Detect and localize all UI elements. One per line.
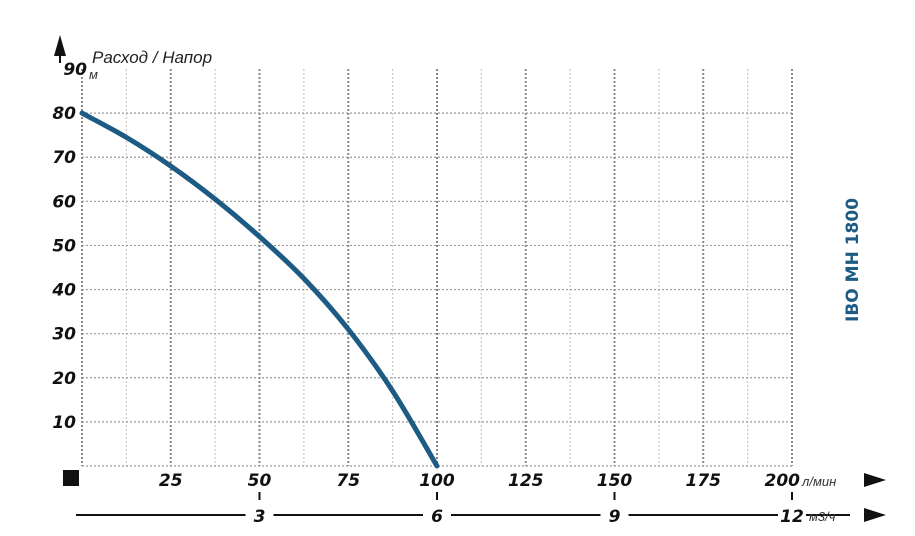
x-axis-ticks: 25 50 75 100 125 150 175 200 bbox=[159, 471, 800, 491]
secondary-tick-label: 3 bbox=[254, 507, 266, 527]
secondary-tick-bg bbox=[245, 505, 274, 525]
secondary-x-axis-unit: м3/ч bbox=[809, 509, 836, 524]
grid bbox=[81, 69, 793, 467]
series-line bbox=[79, 110, 440, 469]
x-tick-label: 175 bbox=[686, 471, 722, 491]
secondary-tick-label: 9 bbox=[609, 507, 621, 527]
secondary-tick-bg bbox=[778, 505, 806, 525]
x-axis-unit: л/мин bbox=[801, 474, 836, 489]
model-label: IBO MH 1800 bbox=[843, 198, 863, 322]
y-tick-label: 90 bbox=[63, 60, 87, 80]
y-axis-ticks: 10 20 30 40 50 60 70 80 90 bbox=[51, 60, 87, 433]
x-axis-arrow-icon bbox=[864, 473, 886, 487]
x-tick-label: 50 bbox=[248, 471, 272, 491]
x-tick-label: 25 bbox=[159, 471, 183, 491]
x-tick-label: 125 bbox=[508, 471, 544, 491]
x-tick-label: 75 bbox=[336, 471, 360, 491]
y-tick-label: 60 bbox=[52, 192, 76, 212]
secondary-x-axis: 3 6 9 12 bbox=[76, 492, 850, 527]
y-axis-unit: м bbox=[89, 67, 98, 82]
secondary-tick-label: 12 bbox=[780, 507, 804, 527]
secondary-tick-label: 6 bbox=[431, 507, 443, 527]
y-tick-label: 80 bbox=[52, 104, 76, 124]
y-tick-label: 20 bbox=[52, 369, 76, 389]
y-tick-label: 70 bbox=[52, 148, 76, 168]
y-tick-label: 40 bbox=[51, 281, 76, 301]
secondary-x-axis-arrow-icon bbox=[864, 508, 886, 522]
y-tick-label: 50 bbox=[52, 236, 76, 256]
chart-title: Расход / Напор bbox=[92, 48, 212, 67]
x-tick-label: 150 bbox=[597, 471, 633, 491]
x-tick-label: 100 bbox=[419, 471, 455, 491]
secondary-tick-bg bbox=[423, 505, 451, 525]
x-tick-label: 200 bbox=[765, 471, 801, 491]
origin-marker bbox=[63, 470, 79, 486]
secondary-tick-bg bbox=[600, 505, 629, 525]
y-axis-arrow-shaft bbox=[59, 55, 61, 63]
y-tick-label: 10 bbox=[52, 413, 76, 433]
y-axis-arrow-icon bbox=[54, 35, 66, 56]
y-tick-label: 30 bbox=[52, 325, 76, 345]
